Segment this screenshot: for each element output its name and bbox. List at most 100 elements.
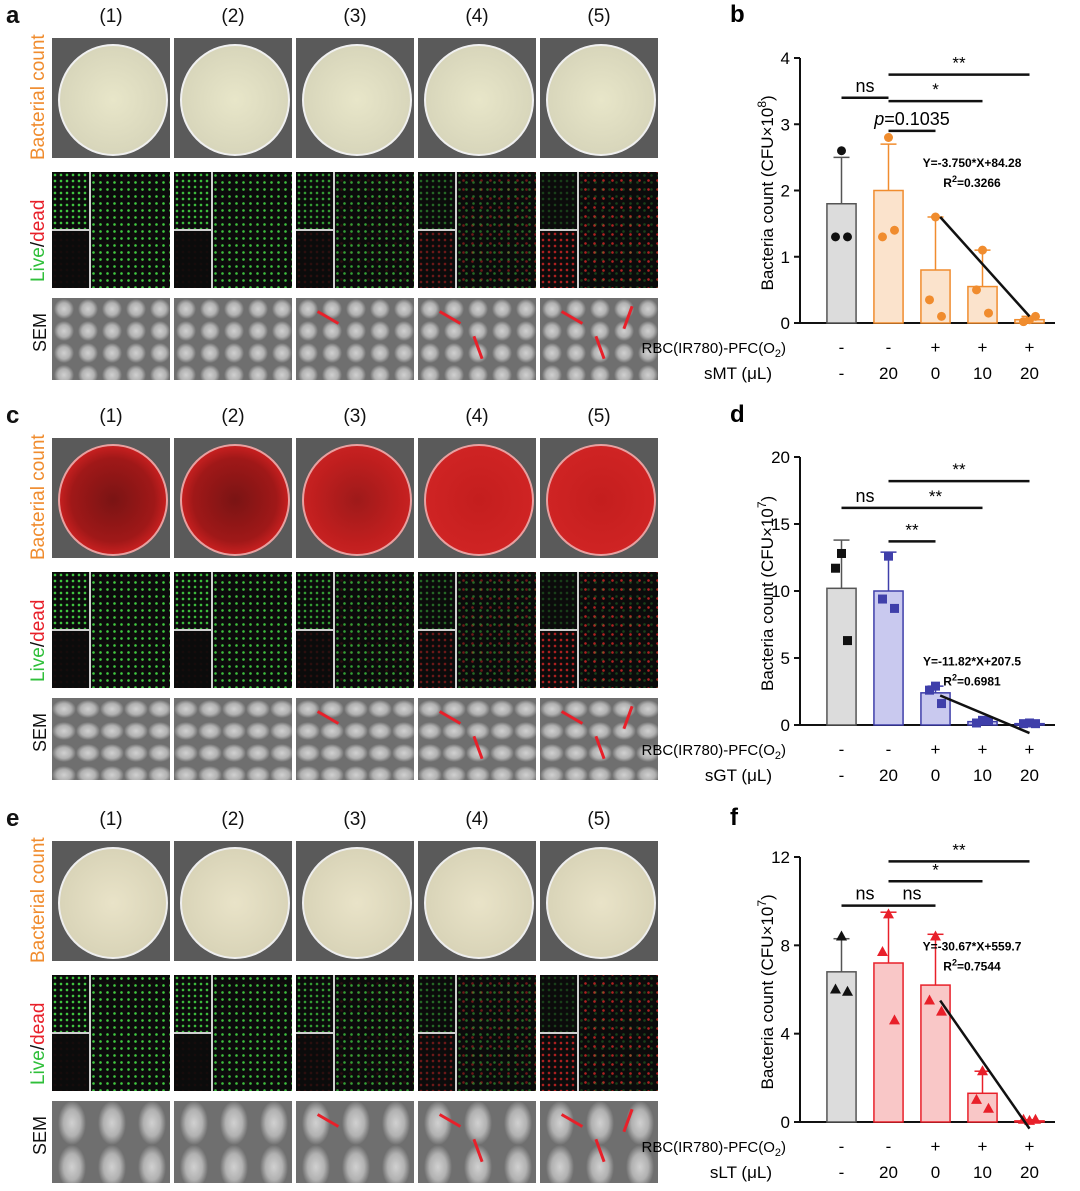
- data-point: [890, 604, 899, 613]
- volume-value: 20: [879, 364, 898, 383]
- y-tick-label: 10: [771, 582, 790, 601]
- volume-value: 10: [973, 766, 992, 785]
- significance-label: p=0.1035: [873, 109, 950, 129]
- bar: [874, 963, 903, 1122]
- data-point: [837, 549, 846, 558]
- row-label-treatment: RBC(IR780)-PFC(O2): [642, 1139, 786, 1159]
- data-point: [1019, 719, 1028, 728]
- y-tick-label: 8: [781, 936, 790, 955]
- treatment-sign: -: [886, 1137, 892, 1156]
- y-tick-label: 4: [781, 49, 790, 68]
- data-point: [836, 931, 847, 941]
- significance-label: **: [929, 487, 943, 506]
- volume-value: 20: [879, 766, 898, 785]
- y-tick-label: 12: [771, 848, 790, 867]
- data-point: [1031, 312, 1040, 321]
- significance-label: **: [952, 54, 966, 73]
- data-point: [978, 246, 987, 255]
- y-tick-label: 5: [781, 649, 790, 668]
- data-point: [843, 232, 852, 241]
- volume-value: 20: [1020, 1163, 1039, 1182]
- data-point: [931, 213, 940, 222]
- panel-letter: f: [730, 804, 739, 831]
- volume-value: 0: [931, 364, 940, 383]
- significance-label: ns: [855, 76, 874, 96]
- data-point: [984, 309, 993, 318]
- significance-label: ns: [855, 486, 874, 506]
- data-point: [837, 146, 846, 155]
- significance-label: **: [905, 520, 919, 539]
- significance-label: *: [932, 860, 939, 879]
- data-point: [937, 312, 946, 321]
- y-tick-label: 4: [781, 1025, 790, 1044]
- volume-value: 0: [931, 1163, 940, 1182]
- y-tick-label: 0: [781, 716, 790, 735]
- data-point: [884, 133, 893, 142]
- significance-label: *: [932, 80, 939, 99]
- data-point: [972, 718, 981, 727]
- bar: [968, 287, 997, 323]
- data-point: [831, 232, 840, 241]
- data-point: [972, 285, 981, 294]
- panel-letter: d: [730, 401, 745, 428]
- volume-value: 10: [973, 1163, 992, 1182]
- bar: [968, 1093, 997, 1122]
- treatment-sign: +: [978, 1137, 988, 1156]
- treatment-sign: -: [839, 740, 845, 759]
- y-tick-label: 1: [781, 248, 790, 267]
- data-point: [878, 595, 887, 604]
- regression-r2: R2=0.7544: [943, 958, 1001, 974]
- treatment-sign: -: [886, 740, 892, 759]
- volume-value: 10: [973, 364, 992, 383]
- treatment-sign: -: [839, 1137, 845, 1156]
- row-label-volume: sMT (μL): [704, 364, 772, 383]
- treatment-sign: +: [978, 338, 988, 357]
- y-tick-label: 20: [771, 448, 790, 467]
- row-label-volume: sLT (μL): [710, 1163, 772, 1182]
- y-tick-label: 0: [781, 314, 790, 333]
- volume-value: 20: [1020, 364, 1039, 383]
- y-tick-label: 15: [771, 515, 790, 534]
- data-point: [883, 908, 894, 918]
- treatment-sign: +: [1025, 740, 1035, 759]
- significance-label: **: [952, 460, 966, 479]
- y-tick-label: 0: [781, 1113, 790, 1132]
- treatment-sign: +: [931, 338, 941, 357]
- data-point: [878, 232, 887, 241]
- data-point: [890, 226, 899, 235]
- data-point: [1019, 317, 1028, 326]
- y-tick-label: 2: [781, 182, 790, 201]
- volume-value: 0: [931, 766, 940, 785]
- treatment-sign: +: [931, 1137, 941, 1156]
- volume-value: 20: [879, 1163, 898, 1182]
- significance-label: **: [952, 840, 966, 859]
- treatment-sign: +: [1025, 1137, 1035, 1156]
- treatment-sign: -: [886, 338, 892, 357]
- regression-equation: Y=-30.67*X+559.7: [923, 940, 1022, 954]
- y-tick-label: 3: [781, 115, 790, 134]
- data-point: [843, 636, 852, 645]
- data-point: [925, 686, 934, 695]
- volume-value: -: [839, 1163, 845, 1182]
- panel-letter: b: [730, 1, 745, 28]
- treatment-sign: +: [931, 740, 941, 759]
- data-point: [1030, 1114, 1041, 1124]
- data-point: [831, 564, 840, 573]
- data-point: [937, 699, 946, 708]
- bar: [921, 985, 950, 1122]
- regression-equation: Y=-3.750*X+84.28: [923, 156, 1022, 170]
- treatment-sign: -: [839, 338, 845, 357]
- row-label-treatment: RBC(IR780)-PFC(O2): [642, 742, 786, 762]
- data-point: [925, 295, 934, 304]
- row-label-volume: sGT (μL): [705, 766, 772, 785]
- regression-line: [940, 696, 1029, 734]
- treatment-sign: +: [1025, 338, 1035, 357]
- significance-label: ns: [902, 884, 921, 904]
- regression-equation: Y=-11.82*X+207.5: [923, 655, 1021, 669]
- bar: [827, 204, 856, 323]
- bar: [827, 588, 856, 725]
- treatment-sign: +: [978, 740, 988, 759]
- data-point: [1031, 719, 1040, 728]
- data-point: [877, 946, 888, 956]
